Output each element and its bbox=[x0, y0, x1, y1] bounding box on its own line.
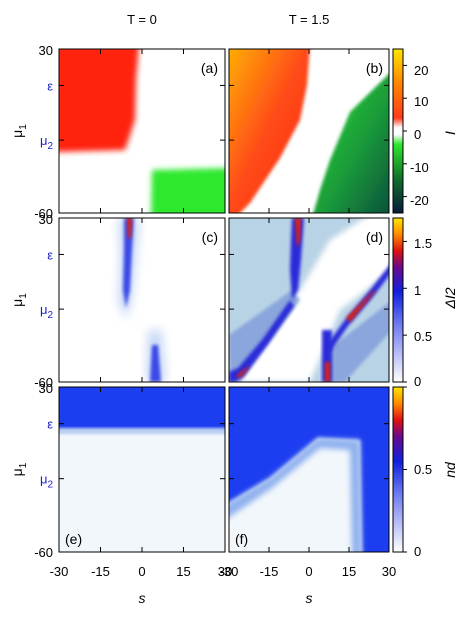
y-tick-label-r1-0: 30 bbox=[39, 212, 53, 227]
y-tick-label-r0-1: ε bbox=[47, 78, 53, 93]
panel-f-filled-region bbox=[229, 387, 389, 552]
y-tick-label-r1-1: ε bbox=[47, 247, 53, 262]
y-tick-label-r2-0: 30 bbox=[39, 381, 53, 396]
panel-d-ridge-upper-core bbox=[295, 218, 301, 248]
cbar-current-tick-0: 0 bbox=[414, 127, 421, 142]
panel-b-negative-region bbox=[313, 73, 389, 213]
x-tick-label-c0-3: 15 bbox=[176, 564, 190, 579]
colorbar-noise-label: ΔI2 bbox=[442, 287, 458, 309]
cbar-noise-tick-1: 1 bbox=[414, 283, 421, 298]
panel-a-label: (a) bbox=[201, 60, 218, 76]
panel-c-background bbox=[59, 218, 225, 382]
x-axis-label-c0: s bbox=[139, 590, 146, 606]
y-tick-label-r2-2: μ2 bbox=[40, 472, 54, 491]
panel-d-label: (d) bbox=[366, 229, 383, 245]
panel-a-positive-region bbox=[59, 49, 139, 152]
panel-e-filled-region bbox=[59, 387, 225, 431]
panel-c-noise-core-upper bbox=[127, 218, 132, 240]
cbar-current-tick-10: 10 bbox=[414, 94, 428, 109]
column-title-left: T = 0 bbox=[127, 12, 157, 27]
panel-b-positive-region bbox=[229, 49, 310, 213]
y-axis-label-r2: μ1 bbox=[9, 462, 29, 476]
cbar-occupation-tick-0: 0 bbox=[414, 544, 421, 559]
x-tick-label-c0-0: -30 bbox=[50, 564, 69, 579]
x-tick-label-c0-4: 30 bbox=[218, 564, 232, 579]
y-tick-label-r2-3: -60 bbox=[34, 545, 53, 560]
panel-b-label: (b) bbox=[366, 60, 383, 76]
y-tick-label-r2-1: ε bbox=[47, 417, 53, 432]
panel-d-band-right bbox=[325, 302, 389, 382]
y-tick-label-r0-0: 30 bbox=[39, 43, 53, 58]
panel-e bbox=[59, 387, 225, 552]
panel-d-ridge-lower-core bbox=[325, 362, 330, 382]
panel-a-negative-region bbox=[151, 168, 225, 213]
x-tick-label-c1-4: 30 bbox=[382, 564, 396, 579]
cbar-occupation-tick-0.5: 0.5 bbox=[414, 462, 432, 477]
panel-b bbox=[229, 49, 389, 213]
panel-f-fill-gradient bbox=[229, 438, 362, 552]
cbar-noise-tick-0: 0 bbox=[414, 374, 421, 389]
panel-c-noise-peak-lower bbox=[150, 345, 161, 382]
column-title-right: T = 1.5 bbox=[289, 12, 330, 27]
y-tick-label-r1-3: -60 bbox=[34, 375, 53, 390]
panel-c-noise-peak-upper bbox=[123, 218, 134, 308]
cbar-current-tick-m10: -10 bbox=[410, 160, 429, 175]
panel-e-label: (e) bbox=[65, 531, 82, 547]
y-tick-label-r0-3: -60 bbox=[34, 206, 53, 221]
y-axis-label-r0: μ1 bbox=[9, 124, 29, 138]
colorbar-noise-ticks: 1.5 1 0.5 0 bbox=[414, 236, 432, 389]
x-tick-label-c1-2: 0 bbox=[305, 564, 312, 579]
axes-layer: 30 ε μ2 -60 μ1 30 ε μ2 -60 μ1 30 ε μ2 -60 μ1 -30 -15 0 15 3… bbox=[9, 43, 407, 606]
colorbar-occupation bbox=[392, 386, 404, 553]
panel-f bbox=[229, 387, 389, 552]
x-tick-label-c1-3: 15 bbox=[342, 564, 356, 579]
cbar-current-tick-20: 20 bbox=[414, 63, 428, 78]
panel-a bbox=[59, 49, 225, 213]
panel-d-ridge-upper bbox=[290, 218, 304, 300]
x-axis-label-c1: s bbox=[306, 590, 313, 606]
cbar-noise-tick-1.5: 1.5 bbox=[414, 236, 432, 251]
x-tick-label-c1-1: -15 bbox=[260, 564, 279, 579]
colorbar-noise bbox=[392, 217, 404, 383]
colorbar-occupation-ticks: 0.5 0 bbox=[414, 462, 432, 559]
colorbar-current-ticks: 20 10 0 -10 -20 bbox=[410, 63, 429, 208]
y-tick-label-r1-2: μ2 bbox=[40, 302, 54, 321]
colorbar-occupation-label: nd bbox=[442, 461, 458, 478]
panel-c bbox=[59, 218, 225, 382]
x-tick-label-c0-2: 0 bbox=[138, 564, 145, 579]
panel-f-label: (f) bbox=[235, 531, 248, 547]
y-axis-label-r1: μ1 bbox=[9, 293, 29, 307]
panel-d-ridge-right-core bbox=[346, 290, 376, 322]
x-tick-label-c0-1: -15 bbox=[91, 564, 110, 579]
panel-c-label: (c) bbox=[202, 229, 218, 245]
cbar-current-tick-m20: -20 bbox=[410, 193, 429, 208]
panel-d-ridge-left bbox=[229, 300, 294, 382]
cbar-noise-tick-0.5: 0.5 bbox=[414, 329, 432, 344]
colorbar-current bbox=[392, 48, 404, 214]
panel-d-ridge-left-core bbox=[236, 366, 250, 378]
x-tick-label-c1-0: -30 bbox=[220, 564, 239, 579]
panel-e-fill-edge bbox=[59, 428, 225, 434]
y-tick-label-r0-2: μ2 bbox=[40, 133, 54, 152]
colorbar-current-label: I bbox=[442, 131, 458, 135]
panel-d bbox=[229, 218, 389, 382]
